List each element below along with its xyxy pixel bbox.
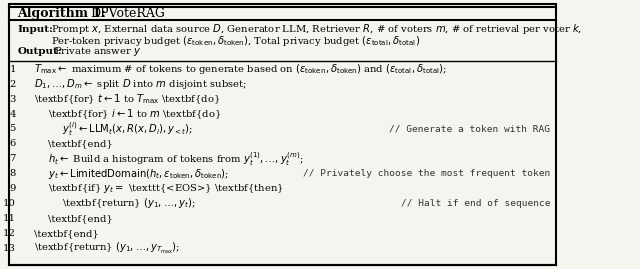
Text: \textbf{end}: \textbf{end} (48, 214, 113, 223)
Text: $y_t^{(i)} \leftarrow \mathrm{LLM}_t(x, R(x, D_i), y_{<t})$;: $y_t^{(i)} \leftarrow \mathrm{LLM}_t(x, … (62, 120, 193, 138)
Text: $y_t \leftarrow \mathrm{LimitedDomain}(h_t, \epsilon_{\mathrm{token}}, \delta_{\: $y_t \leftarrow \mathrm{LimitedDomain}(h… (48, 167, 229, 181)
Text: 9: 9 (10, 184, 16, 193)
Text: // Generate a token with RAG: // Generate a token with RAG (389, 124, 550, 133)
Text: Prompt $x$, External data source $D$, Generator LLM, Retriever $R$, # of voters : Prompt $x$, External data source $D$, Ge… (51, 22, 582, 36)
Text: 2: 2 (10, 80, 16, 89)
Text: 13: 13 (3, 244, 16, 253)
Text: DPVoteRAG: DPVoteRAG (90, 7, 164, 20)
Text: // Halt if end of sequence: // Halt if end of sequence (401, 199, 550, 208)
Text: 7: 7 (10, 154, 16, 163)
Text: \textbf{for} $i \leftarrow 1$ to $m$ \textbf{do}: \textbf{for} $i \leftarrow 1$ to $m$ \te… (48, 107, 221, 121)
Text: 10: 10 (3, 199, 16, 208)
Text: 5: 5 (10, 124, 16, 133)
Text: 6: 6 (10, 139, 16, 148)
Text: \textbf{return} $(y_1, \ldots, y_{T_{\max}})$;: \textbf{return} $(y_1, \ldots, y_{T_{\ma… (34, 241, 180, 256)
Text: \textbf{end}: \textbf{end} (48, 139, 113, 148)
Text: $h_t \leftarrow$ Build a histogram of tokens from $y_t^{(1)}, \ldots, y_t^{(m)}$: $h_t \leftarrow$ Build a histogram of to… (48, 150, 303, 168)
Text: 12: 12 (3, 229, 16, 238)
Text: \textbf{end}: \textbf{end} (34, 229, 99, 238)
Text: Input:: Input: (17, 25, 53, 34)
FancyBboxPatch shape (9, 4, 556, 265)
Text: 11: 11 (3, 214, 16, 223)
Text: 4: 4 (9, 109, 16, 119)
Text: \textbf{return} $(y_1, \ldots, y_t)$;: \textbf{return} $(y_1, \ldots, y_t)$; (62, 196, 195, 210)
Text: \textbf{if} $y_t =$ \texttt{<EOS>} \textbf{then}: \textbf{if} $y_t =$ \texttt{<EOS>} \text… (48, 182, 284, 195)
Text: $D_1, \ldots, D_m \leftarrow$ split $D$ into $m$ disjoint subset;: $D_1, \ldots, D_m \leftarrow$ split $D$ … (34, 77, 247, 91)
Text: Per-token privacy budget $(\epsilon_{\mathrm{token}}, \delta_{\mathrm{token}})$,: Per-token privacy budget $(\epsilon_{\ma… (51, 34, 420, 48)
Text: 1: 1 (9, 65, 16, 74)
Text: // Privately choose the most frequent token: // Privately choose the most frequent to… (303, 169, 550, 178)
Text: Output:: Output: (17, 47, 62, 56)
Text: \textbf{for} $t \leftarrow 1$ to $T_{\max}$ \textbf{do}: \textbf{for} $t \leftarrow 1$ to $T_{\ma… (34, 92, 220, 106)
Text: 8: 8 (10, 169, 16, 178)
Text: Algorithm 1:: Algorithm 1: (17, 7, 106, 20)
Text: Private answer $y$: Private answer $y$ (54, 45, 141, 58)
Text: $T_{\max} \leftarrow$ maximum # of tokens to generate based on $(\epsilon_{\math: $T_{\max} \leftarrow$ maximum # of token… (34, 62, 447, 76)
Text: 3: 3 (10, 95, 16, 104)
